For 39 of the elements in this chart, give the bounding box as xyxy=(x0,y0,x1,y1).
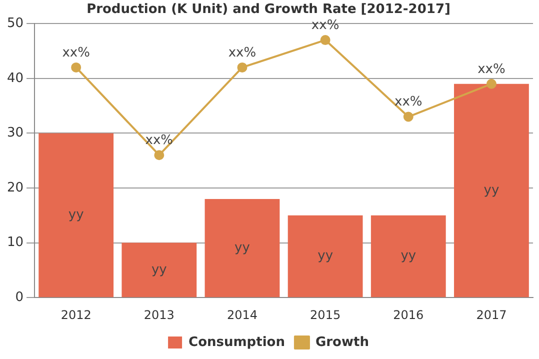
data-label: xx% xyxy=(62,45,90,60)
point xyxy=(486,78,496,89)
data-label: xx% xyxy=(145,132,174,148)
data-label: xx% xyxy=(478,62,506,77)
chart-title: Production (K Unit) and Growth Rate [2012-2017] xyxy=(86,2,450,18)
legend-label: Growth xyxy=(315,334,369,350)
x-tick-label: 2016 xyxy=(393,308,424,322)
data-label: yy xyxy=(400,248,416,264)
data-label: yy xyxy=(68,208,84,223)
y-tick-label: 0 xyxy=(15,290,24,305)
y-tick-label: 50 xyxy=(6,16,24,31)
point xyxy=(71,62,82,72)
data-label: yy xyxy=(484,182,500,198)
point xyxy=(403,112,414,122)
bar xyxy=(204,198,280,298)
data-label: xx% xyxy=(228,45,256,60)
point xyxy=(154,150,164,160)
y-tick-label: 20 xyxy=(6,180,24,196)
data-label: yy xyxy=(151,262,168,278)
point xyxy=(237,62,248,72)
bar xyxy=(454,84,529,298)
y-tick-label: 10 xyxy=(6,235,24,250)
bar xyxy=(370,215,446,298)
x-tick-label: 2017 xyxy=(476,308,507,322)
x-tick-label: 2013 xyxy=(144,308,174,322)
data-label: yy xyxy=(318,248,334,264)
bar xyxy=(38,133,114,298)
point xyxy=(320,35,330,46)
legend-label: Consumption xyxy=(188,334,285,350)
x-tick-label: 2012 xyxy=(60,308,92,322)
bar xyxy=(122,242,197,298)
bar xyxy=(288,215,363,298)
y-tick-label: 30 xyxy=(6,126,24,141)
x-tick-label: 2014 xyxy=(226,308,258,322)
data-label: yy xyxy=(234,240,250,256)
data-label: xx% xyxy=(394,94,422,110)
x-tick-label: 2015 xyxy=(310,308,341,322)
data-label: xx% xyxy=(311,18,340,33)
y-tick-label: 40 xyxy=(6,70,24,86)
